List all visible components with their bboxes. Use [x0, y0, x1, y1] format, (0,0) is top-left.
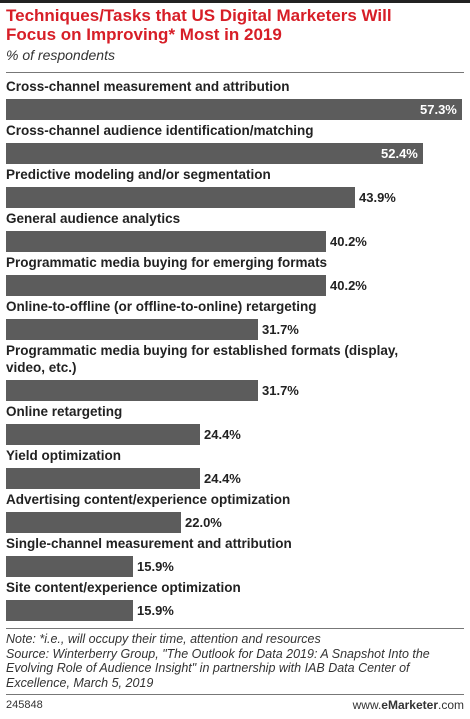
category-label: Predictive modeling and/or segmentation: [6, 167, 271, 182]
brand-prefix: www.: [352, 698, 382, 712]
bar: [6, 556, 133, 577]
chart-title: Techniques/Tasks that US Digital Markete…: [6, 6, 392, 44]
category-label: Programmatic media buying for establishe…: [6, 343, 399, 375]
bar: [6, 187, 355, 208]
value-label: 40.2%: [330, 278, 367, 293]
value-label: 57.3%: [420, 102, 457, 117]
brand-name: eMarketer: [381, 698, 438, 712]
bar: [6, 380, 258, 401]
category-label: Advertising content/experience optimizat…: [6, 492, 291, 507]
category-label: General audience analytics: [6, 211, 181, 226]
chart-subtitle: % of respondents: [6, 47, 115, 63]
category-label: Site content/experience optimization: [6, 580, 241, 595]
value-label: 31.7%: [262, 322, 299, 337]
bar: [6, 512, 181, 533]
value-label: 24.4%: [204, 471, 241, 486]
bar: [6, 468, 200, 489]
category-label: Online retargeting: [6, 404, 123, 419]
value-label: 15.9%: [137, 603, 174, 618]
top-rule: [0, 0, 470, 3]
value-label: 24.4%: [204, 427, 241, 442]
category-label: Yield optimization: [6, 448, 122, 463]
bar-chart: Cross-channel measurement and attributio…: [6, 78, 464, 626]
footer-divider: [6, 628, 464, 629]
value-label: 52.4%: [381, 146, 418, 161]
category-label: Single-channel measurement and attributi…: [6, 536, 292, 551]
value-label: 40.2%: [330, 234, 367, 249]
bar: [6, 143, 423, 164]
value-label: 22.0%: [185, 515, 222, 530]
brand-suffix: .com: [437, 698, 464, 712]
category-label: Online-to-offline (or offline-to-online)…: [6, 299, 317, 314]
bar: [6, 275, 326, 296]
bar: [6, 231, 326, 252]
brand-logo: www.eMarketer.com: [353, 698, 464, 712]
footnote: Note: *i.e., will occupy their time, att…: [6, 632, 461, 690]
header-divider: [6, 72, 464, 73]
value-label: 31.7%: [262, 383, 299, 398]
chart-id: 245848: [6, 699, 43, 711]
value-label: 43.9%: [359, 190, 396, 205]
source-text: Source: Winterberry Group, "The Outlook …: [6, 646, 430, 690]
bar: [6, 600, 133, 621]
bar: [6, 99, 462, 120]
note-text: Note: *i.e., will occupy their time, att…: [6, 632, 321, 646]
bottom-divider: [6, 694, 464, 695]
category-label: Cross-channel audience identification/ma…: [6, 123, 314, 138]
bar: [6, 424, 200, 445]
bar: [6, 319, 258, 340]
category-label: Cross-channel measurement and attributio…: [6, 79, 290, 94]
category-label: Programmatic media buying for emerging f…: [6, 255, 328, 270]
value-label: 15.9%: [137, 559, 174, 574]
